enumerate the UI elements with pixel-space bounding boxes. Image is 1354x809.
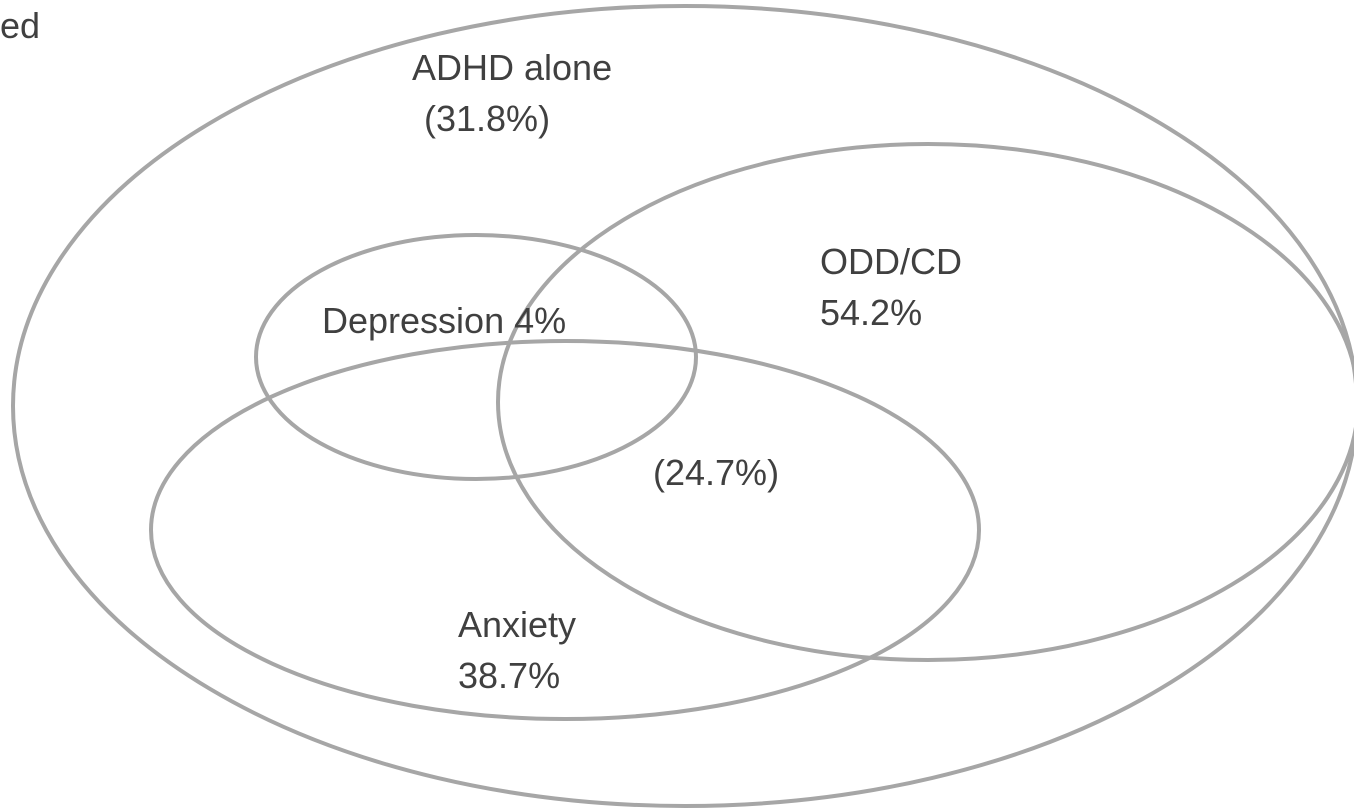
corner-text: ed — [0, 5, 40, 46]
odd-cd-percent: 54.2% — [820, 292, 922, 333]
overlap-percent: (24.7%) — [653, 452, 779, 493]
odd-cd-label: ODD/CD — [820, 241, 962, 282]
anxiety-ellipse — [149, 339, 981, 721]
adhd-percent: (31.8%) — [414, 98, 550, 139]
anxiety-label: Anxiety — [458, 604, 576, 645]
depression-ellipse — [254, 233, 698, 481]
adhd-ellipse — [11, 4, 1354, 808]
depression-label: Depression 4% — [322, 300, 566, 341]
odd-cd-ellipse — [496, 142, 1354, 662]
adhd-label: ADHD alone — [412, 47, 612, 88]
anxiety-percent: 38.7% — [458, 655, 560, 696]
